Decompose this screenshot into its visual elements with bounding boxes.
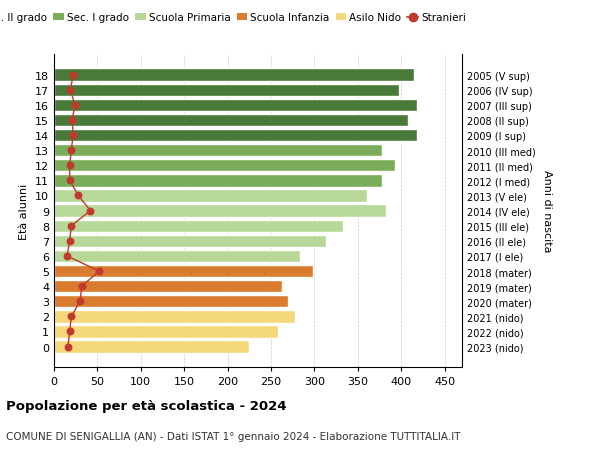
Point [65,87,75,94]
Y-axis label: Età alunni: Età alunni [19,183,29,239]
Bar [54,129,417,142]
Bar [54,250,299,263]
Bar [54,205,386,217]
Text: Popolazione per età scolastica - 2024: Popolazione per età scolastica - 2024 [6,399,287,412]
Legend: Sec. II grado, Sec. I grado, Scuola Primaria, Scuola Infanzia, Asilo Nido, Stran: Sec. II grado, Sec. I grado, Scuola Prim… [0,13,466,23]
Point [63,343,73,351]
Bar [54,235,326,247]
Point [68,72,78,79]
Bar [54,280,283,293]
Bar [54,160,395,172]
Bar [54,100,417,112]
Bar [54,341,250,353]
Bar [54,175,382,187]
Point [77,283,86,290]
Point [65,162,74,169]
Bar [54,220,343,232]
Point [74,192,83,200]
Point [86,207,95,215]
Bar [54,145,382,157]
Point [65,238,74,245]
Point [67,117,77,124]
Point [62,253,72,260]
Text: COMUNE DI SENIGALLIA (AN) - Dati ISTAT 1° gennaio 2024 - Elaborazione TUTTITALIA: COMUNE DI SENIGALLIA (AN) - Dati ISTAT 1… [6,431,461,442]
Bar [54,296,289,308]
Bar [54,114,408,127]
Bar [54,310,295,323]
Point [65,177,74,185]
Bar [54,265,313,278]
Point [70,102,80,109]
Point [68,132,78,140]
Point [94,268,104,275]
Point [75,298,85,305]
Bar [54,190,367,202]
Bar [54,84,400,97]
Point [67,313,76,320]
Point [67,147,76,155]
Bar [54,69,414,82]
Bar [54,325,278,338]
Point [67,223,76,230]
Y-axis label: Anni di nascita: Anni di nascita [542,170,552,252]
Point [65,328,74,336]
